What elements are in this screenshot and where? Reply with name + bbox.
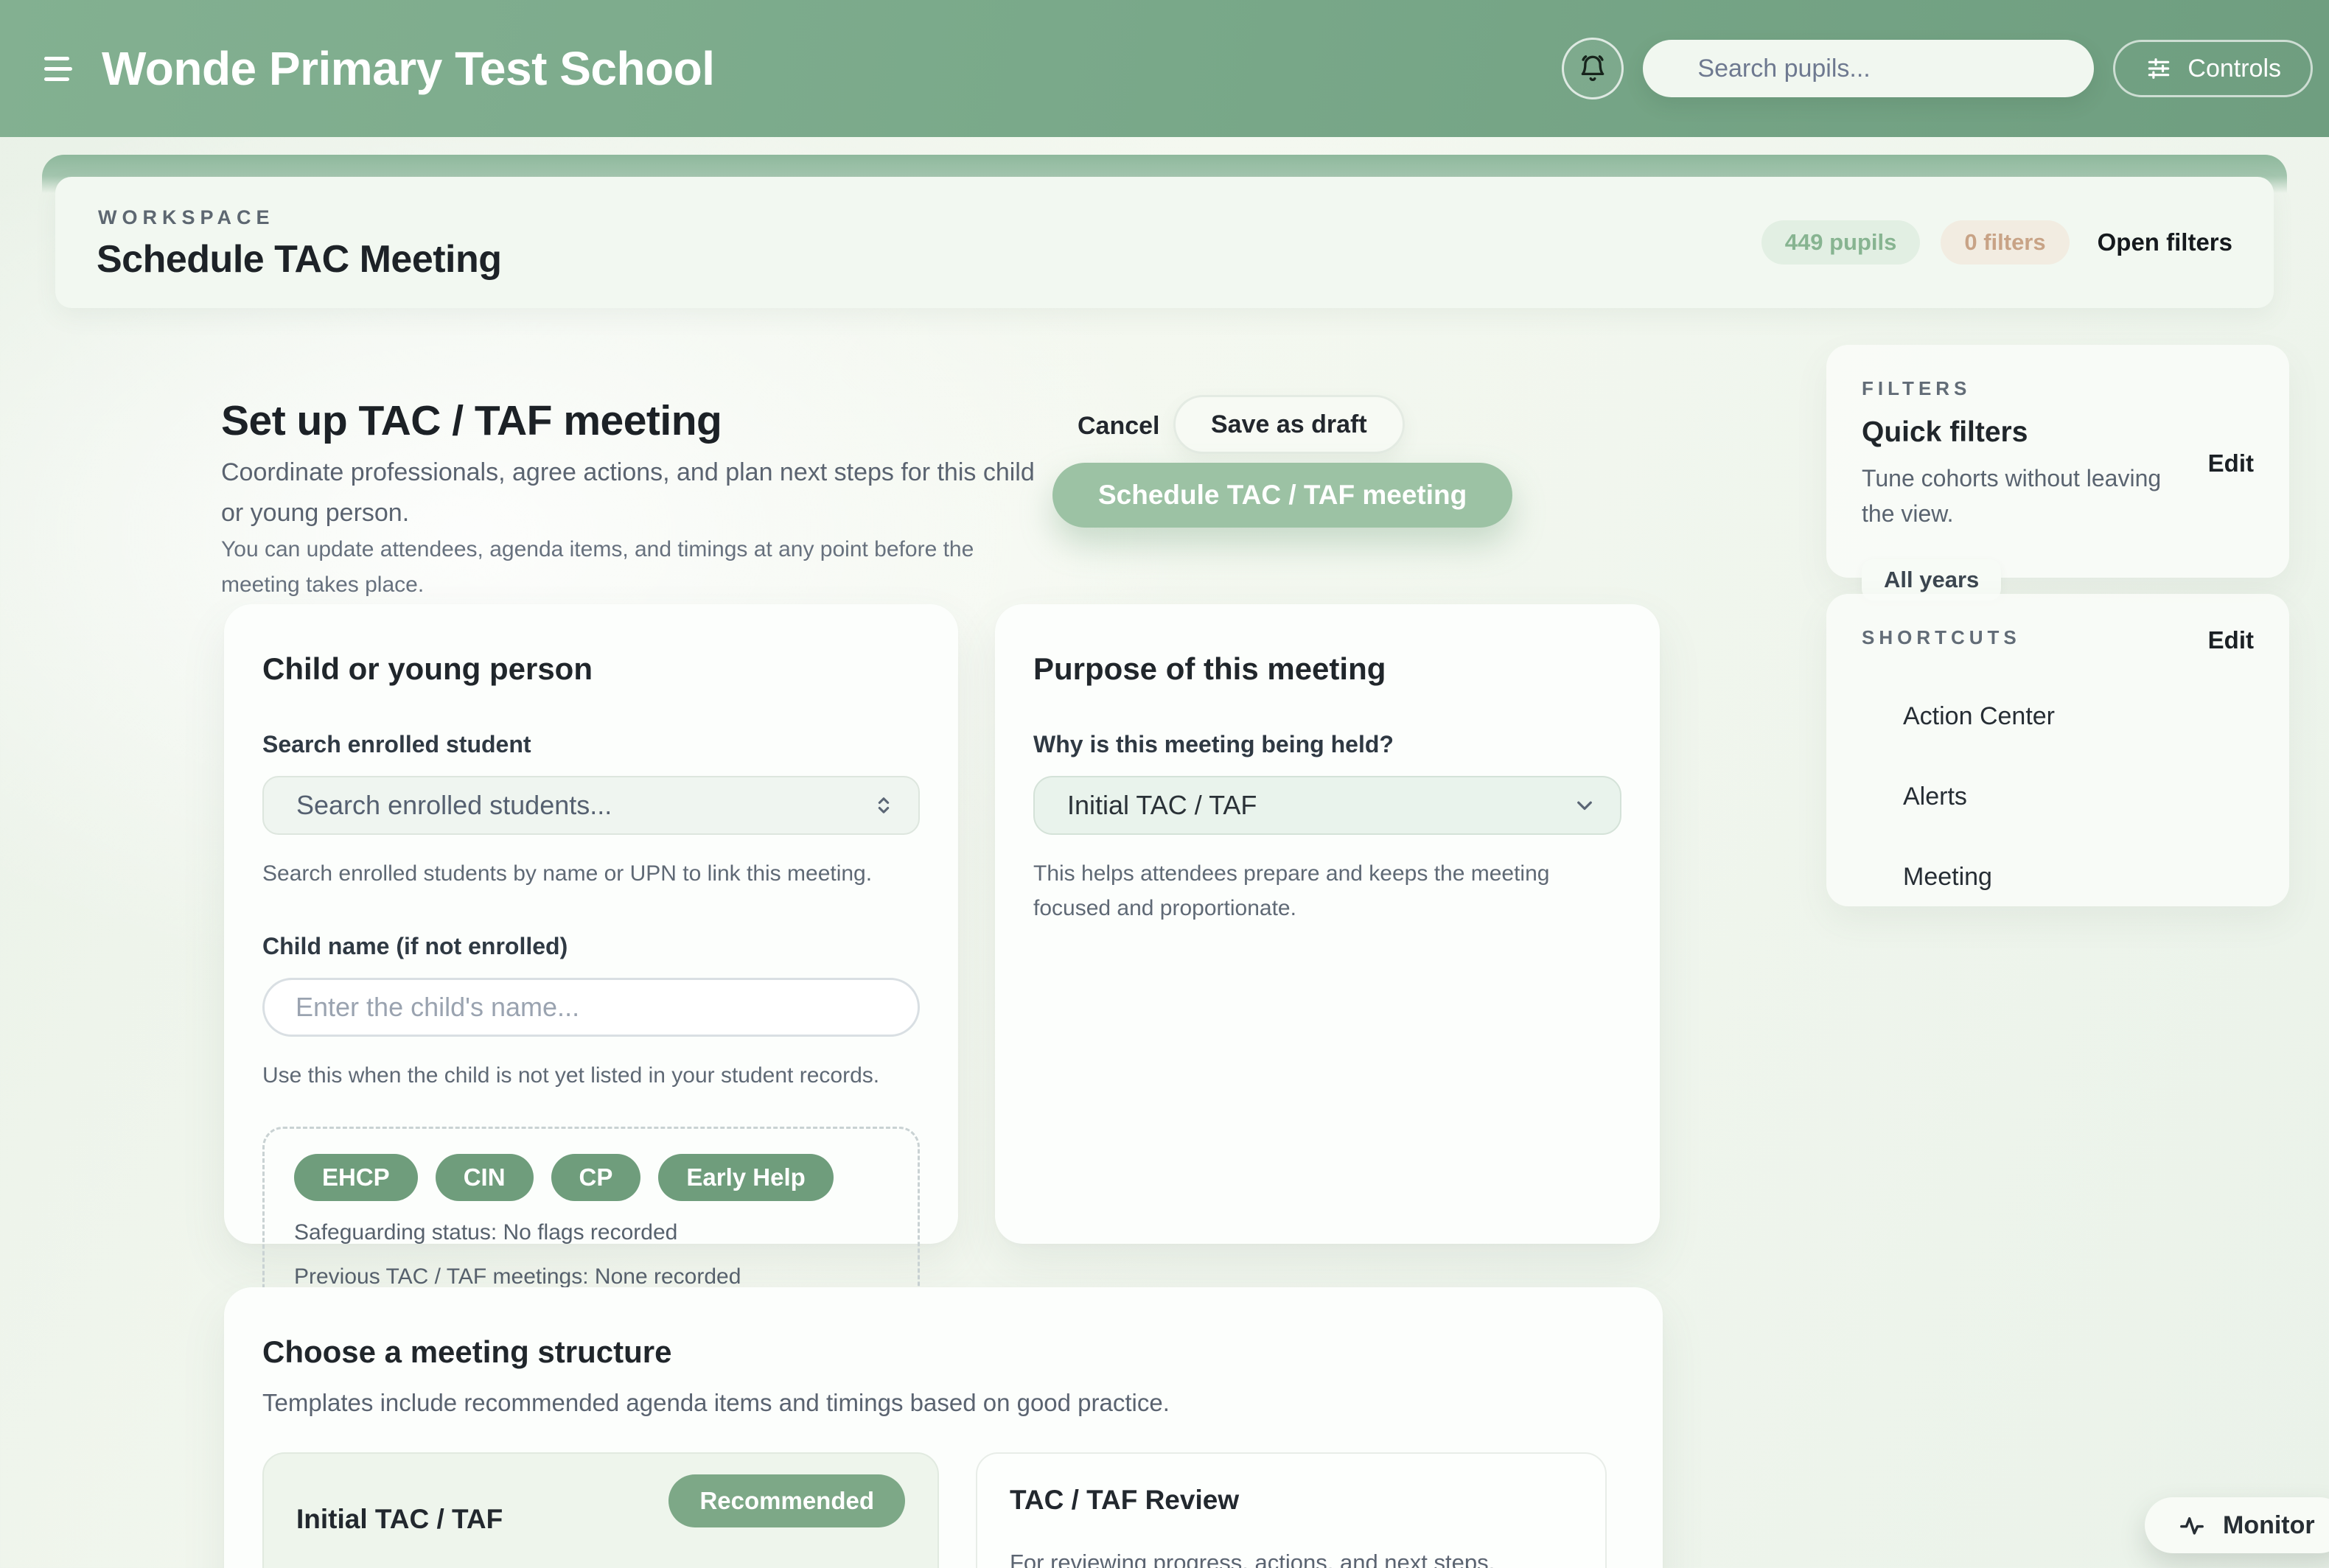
flag-badge-cp: CP	[551, 1154, 641, 1201]
meeting-structure-card: Choose a meeting structure Templates inc…	[224, 1287, 1663, 1568]
search-student-placeholder: Search enrolled students...	[296, 790, 612, 820]
flag-badge-cin: CIN	[435, 1154, 534, 1201]
template-tac-taf-review[interactable]: TAC / TAF Review For reviewing progress,…	[976, 1452, 1607, 1568]
filters-eyebrow: FILTERS	[1862, 377, 1972, 399]
template-description: For reviewing progress, actions, and nex…	[1010, 1550, 1495, 1568]
save-as-draft-button[interactable]: Save as draft	[1173, 395, 1405, 454]
controls-label: Controls	[2187, 54, 2281, 83]
search-student-help: Search enrolled students by name or UPN …	[262, 861, 873, 886]
child-card: Child or young person Search enrolled st…	[224, 604, 958, 1364]
chevrons-up-down-icon	[878, 797, 890, 813]
child-card-heading: Child or young person	[262, 651, 593, 686]
quick-filters-heading: Quick filters	[1862, 416, 2028, 448]
purpose-help: This helps attendees prepare and keeps t…	[1033, 861, 1550, 920]
page-title: Schedule TAC Meeting	[97, 238, 502, 281]
notifications-button[interactable]	[1562, 38, 1624, 99]
flag-badge-ehcp: EHCP	[294, 1154, 418, 1201]
menu-icon[interactable]	[44, 56, 74, 81]
shortcut-list: Action Center Alerts Meeting	[1862, 685, 2254, 909]
monitor-label: Monitor	[2223, 1511, 2315, 1539]
workspace-meta: 449 pupils 0 filters Open filters	[1761, 177, 2232, 308]
structure-heading: Choose a meeting structure	[262, 1334, 672, 1369]
purpose-card: Purpose of this meeting Why is this meet…	[995, 604, 1660, 1244]
setup-description: Coordinate professionals, agree actions,…	[221, 458, 1035, 528]
structure-description: Templates include recommended agenda ite…	[262, 1389, 1170, 1416]
schedule-meeting-button[interactable]: Schedule TAC / TAF meeting	[1052, 463, 1513, 528]
quick-filters-panel: FILTERS Quick filters Tune cohorts witho…	[1826, 345, 2289, 601]
template-initial-tac-taf[interactable]: Initial TAC / TAF Recommended For first-…	[262, 1452, 939, 1568]
recommended-badge: Recommended	[668, 1474, 905, 1527]
previous-meetings-line: Previous TAC / TAF meetings: None record…	[294, 1264, 741, 1289]
safeguarding-status-line: Safeguarding status: No flags recorded	[294, 1220, 678, 1245]
controls-button[interactable]: Controls	[2113, 40, 2313, 97]
open-filters-button[interactable]: Open filters	[2097, 228, 2232, 256]
activity-pulse-icon	[2177, 1511, 2207, 1540]
search-student-select[interactable]: Search enrolled students...	[262, 776, 920, 835]
search-student-label: Search enrolled student	[262, 731, 531, 757]
workspace-header: WORKSPACE Schedule TAC Meeting 449 pupil…	[55, 177, 2274, 308]
shortcut-alerts[interactable]: Alerts	[1903, 783, 1967, 811]
template-title: Initial TAC / TAF	[296, 1504, 503, 1534]
purpose-question-label: Why is this meeting being held?	[1033, 731, 1394, 757]
search-input[interactable]	[1643, 40, 2095, 97]
quick-filters-description: Tune cohorts without leaving the view.	[1862, 465, 2162, 527]
template-row: Initial TAC / TAF Recommended For first-…	[262, 1452, 1624, 1568]
sliders-icon	[2145, 55, 2173, 83]
edit-filters-button[interactable]: Edit	[2207, 449, 2254, 477]
child-name-help: Use this when the child is not yet liste…	[262, 1063, 880, 1088]
workspace-eyebrow: WORKSPACE	[98, 206, 275, 228]
template-title: TAC / TAF Review	[1010, 1485, 1240, 1515]
school-title: Wonde Primary Test School	[102, 42, 715, 95]
setup-heading: Set up TAC / TAF meeting	[221, 397, 722, 444]
monitor-button[interactable]: Monitor	[2145, 1497, 2329, 1553]
shortcuts-eyebrow: SHORTCUTS	[1862, 626, 2021, 648]
chevron-down-icon	[1577, 801, 1592, 811]
filters-count-badge: 0 filters	[1941, 220, 2070, 265]
pupils-count-badge: 449 pupils	[1761, 220, 1921, 265]
all-years-chip[interactable]: All years	[1862, 559, 2002, 601]
header-actions: Controls	[1562, 0, 2313, 137]
child-name-input[interactable]	[262, 977, 920, 1037]
bell-icon	[1577, 53, 1608, 84]
shortcuts-panel: SHORTCUTS Edit Action Center Alerts Meet…	[1826, 594, 2289, 906]
purpose-card-heading: Purpose of this meeting	[1033, 651, 1386, 686]
flag-badge-early-help: Early Help	[658, 1154, 834, 1201]
app-header: Wonde Primary Test School Controls	[0, 0, 2329, 137]
edit-shortcuts-button[interactable]: Edit	[2207, 626, 2254, 654]
setup-note: You can update attendees, agenda items, …	[221, 537, 974, 597]
cancel-button[interactable]: Cancel	[1052, 402, 1185, 449]
shortcut-meeting[interactable]: Meeting	[1903, 863, 1992, 891]
purpose-select[interactable]: Initial TAC / TAF	[1033, 776, 1621, 835]
child-name-label: Child name (if not enrolled)	[262, 932, 568, 959]
shortcut-action-center[interactable]: Action Center	[1903, 702, 2055, 730]
flag-badges: EHCP CIN CP Early Help	[294, 1154, 888, 1201]
purpose-selected-value: Initial TAC / TAF	[1067, 790, 1257, 820]
